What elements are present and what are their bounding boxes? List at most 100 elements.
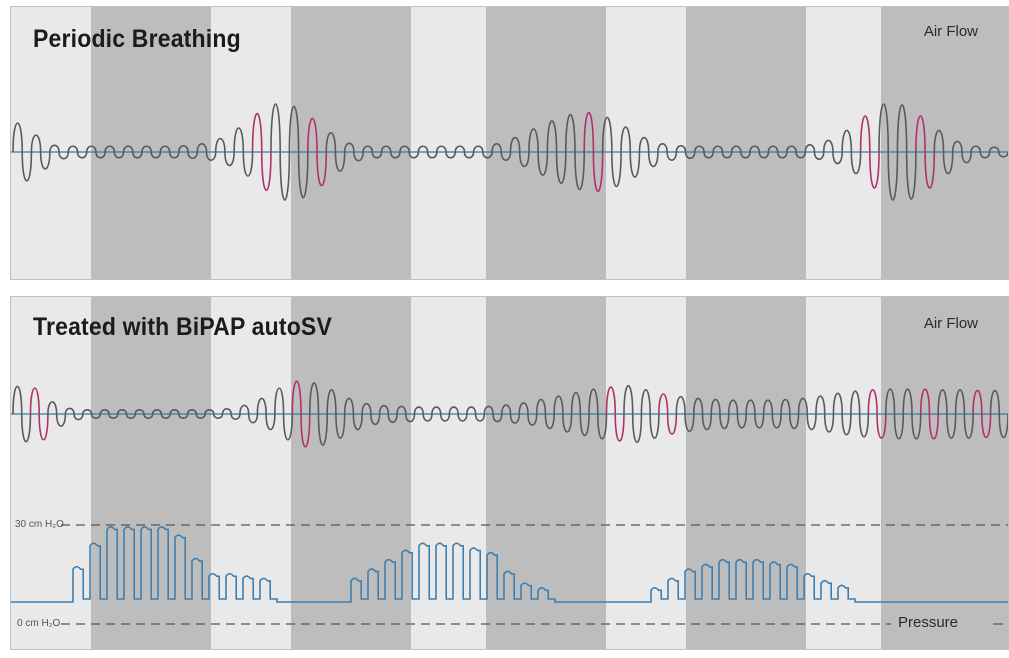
airflow-cycle xyxy=(251,113,272,191)
airflow-cycle xyxy=(657,143,678,161)
airflow-cycle xyxy=(159,145,180,159)
background-band xyxy=(606,297,686,649)
background-band xyxy=(806,297,881,649)
airflow-cycle xyxy=(307,117,328,187)
airflow-cycle xyxy=(797,397,817,431)
airflow-cycle xyxy=(12,122,33,182)
airflow-cycle xyxy=(178,144,199,160)
airflow-cycle xyxy=(274,387,294,441)
airflow-cycle xyxy=(762,399,782,429)
airflow-cycle xyxy=(413,406,433,422)
airflow-cycle xyxy=(620,126,641,178)
pressure-airflow-plot xyxy=(11,380,1008,625)
airflow-cycle xyxy=(951,140,972,164)
background-band xyxy=(686,7,806,279)
airflow-cycle xyxy=(186,409,206,419)
airflow-cycle xyxy=(815,395,835,433)
airflow-cycle xyxy=(99,409,119,419)
airflow-cycle xyxy=(141,145,162,159)
airflow-cycle xyxy=(638,136,659,168)
airflow-cycle xyxy=(878,103,899,201)
airflow-cycle xyxy=(588,388,608,440)
airflow-cycle xyxy=(786,145,807,159)
airflow-cycle xyxy=(122,145,143,159)
airflow-cycle xyxy=(804,144,825,160)
airflow-cycle xyxy=(859,115,880,189)
airflow-cycle xyxy=(361,402,381,426)
airflow-cycle xyxy=(196,143,217,161)
airflow-cycle xyxy=(448,406,468,422)
airflow-cycle xyxy=(239,404,259,424)
airflow-cycle xyxy=(553,395,573,433)
airflow-cycle xyxy=(693,145,714,159)
pressure-label: Pressure xyxy=(898,614,959,631)
airflow-cycle xyxy=(49,144,70,160)
background-band xyxy=(881,7,1008,279)
airflow-cycle xyxy=(902,388,922,440)
airflow-cycle xyxy=(546,120,567,184)
airflow-cycle xyxy=(528,128,549,176)
airflow-cycle xyxy=(988,146,1008,158)
airflow-cycle xyxy=(970,145,991,159)
airflow-cycle xyxy=(915,115,936,189)
airflow-plot xyxy=(11,103,1008,201)
airflow-cycle xyxy=(67,145,88,159)
airflow-cycle xyxy=(30,134,51,170)
airflow-cycle xyxy=(954,389,974,439)
airflow-cycle xyxy=(885,388,905,440)
airflow-cycle xyxy=(749,145,770,159)
airflow-label: Air Flow xyxy=(923,315,978,332)
background-band xyxy=(806,7,881,279)
airflow-cycle xyxy=(640,389,660,439)
background-band xyxy=(11,7,91,279)
airflow-cycle xyxy=(919,388,939,440)
airflow-cycle xyxy=(116,409,136,419)
background-band xyxy=(411,7,486,279)
airflow-cycle xyxy=(509,136,530,168)
airflow-cycle xyxy=(850,390,870,438)
airflow-cycle xyxy=(570,392,590,436)
airflow-cycle xyxy=(832,392,852,436)
airflow-cycle xyxy=(535,398,555,430)
airflow-cycle xyxy=(47,401,67,427)
airflow-cycle xyxy=(288,105,309,199)
background-bands xyxy=(11,297,1008,649)
airflow-cycle xyxy=(325,132,346,172)
airflow-cycle xyxy=(658,393,678,435)
airflow-cycle xyxy=(675,395,695,433)
airflow-cycle xyxy=(712,145,733,159)
airflow-cycle xyxy=(12,385,32,443)
background-band xyxy=(11,297,91,649)
airflow-cycle xyxy=(169,409,189,419)
airflow-cycle xyxy=(472,145,493,159)
airflow-cycle xyxy=(454,145,475,159)
airflow-cycle xyxy=(500,404,521,424)
airflow-cycle xyxy=(214,137,235,167)
airflow-cycle xyxy=(134,409,154,419)
airflow-cycle xyxy=(233,127,254,177)
airflow-cycle xyxy=(623,384,643,444)
airflow-cycle xyxy=(326,389,346,439)
background-band xyxy=(881,297,1008,649)
panel-title: Periodic Breathing xyxy=(33,25,241,53)
airflow-cycle xyxy=(491,143,512,161)
airflow-cycle xyxy=(780,398,800,430)
airflow-cycle xyxy=(435,145,457,159)
airflow-cycle xyxy=(417,145,438,159)
airflow-cycle xyxy=(343,397,363,431)
airflow-cycle xyxy=(256,397,276,431)
background-band xyxy=(91,7,211,279)
airflow-cycle xyxy=(29,387,49,441)
panel-title: Treated with BiPAP autoSV xyxy=(33,313,332,341)
treated-panel: Treated with BiPAP autoSV Air Flow 30 cm… xyxy=(10,296,1009,650)
airflow-cycle xyxy=(601,116,622,188)
periodic-breathing-panel: Periodic Breathing Air Flow xyxy=(10,6,1009,280)
airflow-cycle xyxy=(745,399,765,429)
airflow-cycle xyxy=(989,390,1008,438)
airflow-cycle xyxy=(104,145,125,159)
airflow-cycle xyxy=(730,145,751,159)
airflow-cycle xyxy=(466,406,486,422)
airflow-cycle xyxy=(518,402,538,426)
airflow-cycle xyxy=(675,144,696,160)
airflow-cycle xyxy=(896,104,917,200)
